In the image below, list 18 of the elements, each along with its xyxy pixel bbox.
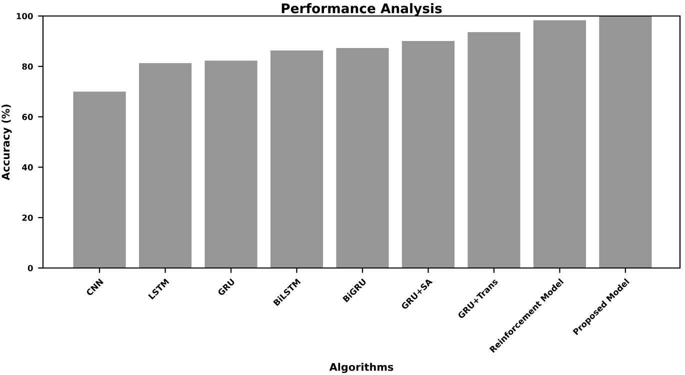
y-axis-title: Accuracy (%) (2, 104, 12, 180)
bar (533, 20, 586, 268)
y-tick-label: 60 (22, 114, 33, 120)
bar (138, 63, 192, 268)
bar (270, 50, 324, 268)
y-tick-label: 0 (28, 264, 33, 272)
y-tick-label: 100 (16, 12, 33, 20)
bar (402, 40, 455, 268)
bar (336, 48, 389, 268)
x-axis-title: Algorithms (329, 362, 394, 374)
bar (73, 92, 126, 268)
bar (468, 32, 520, 268)
bar (204, 60, 258, 268)
y-tick-label: 80 (22, 63, 33, 70)
y-tick-label: 20 (22, 214, 33, 221)
y-tick-label: 40 (22, 164, 33, 170)
bar (599, 16, 652, 268)
chart-title: Performance Analysis (282, 3, 442, 16)
